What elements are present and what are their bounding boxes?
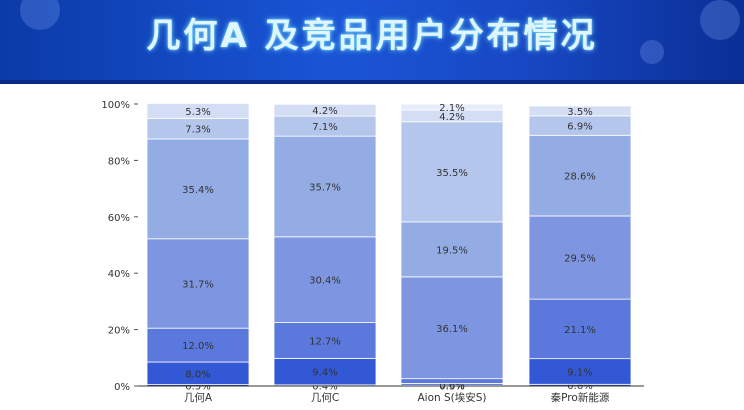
- bar-segment: [146, 327, 250, 363]
- bar-segment: [146, 138, 250, 240]
- data-label: 8.0%: [185, 369, 210, 380]
- data-label: 3.5%: [567, 107, 592, 118]
- data-label: 29.5%: [564, 254, 596, 265]
- bar-segment: [273, 322, 377, 359]
- bar-segment: [528, 298, 632, 360]
- bar-segment: [273, 357, 377, 386]
- y-tick-label: 40%: [108, 269, 130, 280]
- data-label: 9.1%: [567, 367, 592, 378]
- data-label: 19.5%: [436, 245, 468, 256]
- bar-segment: [400, 121, 504, 223]
- x-tick-label: 几何A: [184, 391, 213, 404]
- bar-segment: [146, 238, 250, 329]
- bar-segment: [400, 103, 504, 111]
- data-label: 36.1%: [436, 324, 468, 335]
- x-tick-label: Aion S(埃安S): [417, 391, 486, 404]
- data-label: 28.6%: [564, 172, 596, 183]
- title-banner: 几何A 及竞品用户分布情况: [0, 0, 744, 84]
- data-label: 21.1%: [564, 325, 596, 336]
- bar-segment: [273, 135, 377, 238]
- stacked-bar-chart: 0% 20% 40% 60% 80% 100% 0.5%8.0% 12.0% 31.7% 35.4…: [101, 100, 644, 404]
- bar-segment: [528, 105, 632, 117]
- x-tick-label: 几何C: [311, 391, 339, 404]
- data-label: 5.3%: [185, 107, 210, 118]
- x-tick-label: 秦Pro新能源: [551, 391, 610, 404]
- data-label: 35.4%: [182, 185, 214, 196]
- data-label: 0.6%: [567, 381, 592, 392]
- data-label: 7.3%: [185, 125, 210, 136]
- y-tick-label: 60%: [108, 213, 130, 224]
- data-label: 0.4%: [312, 381, 337, 392]
- data-label: 7.1%: [312, 122, 337, 133]
- data-label: 6.9%: [567, 122, 592, 133]
- bar-segment: [400, 276, 504, 380]
- y-tick-label: 0%: [114, 382, 130, 393]
- data-label: 4.2%: [312, 106, 337, 117]
- data-label: 4.2%: [439, 112, 464, 123]
- bar-segment: [273, 103, 377, 117]
- banner-divider: [0, 80, 744, 84]
- bar-segment: [528, 134, 632, 217]
- data-label: 35.5%: [436, 168, 468, 179]
- data-label: 12.0%: [182, 341, 214, 352]
- data-label: 30.4%: [309, 276, 341, 287]
- bar-segment: [146, 103, 250, 119]
- data-label: 35.7%: [309, 182, 341, 193]
- data-label: 9.4%: [312, 368, 337, 379]
- data-label: 31.7%: [182, 279, 214, 290]
- bar-segment: [528, 358, 632, 385]
- y-tick-label: 80%: [108, 156, 130, 167]
- bar-segment: [400, 378, 504, 384]
- bar-segment: [400, 221, 504, 278]
- bar-segment: [528, 215, 632, 300]
- y-tick-label: 20%: [108, 326, 130, 337]
- data-label: 0.3%: [439, 382, 464, 393]
- data-label: 0.5%: [185, 381, 210, 392]
- data-label: 12.7%: [309, 336, 341, 347]
- page-title: 几何A 及竞品用户分布情况: [146, 16, 598, 56]
- data-label: 2.1%: [439, 103, 464, 114]
- y-tick-label: 100%: [101, 100, 130, 111]
